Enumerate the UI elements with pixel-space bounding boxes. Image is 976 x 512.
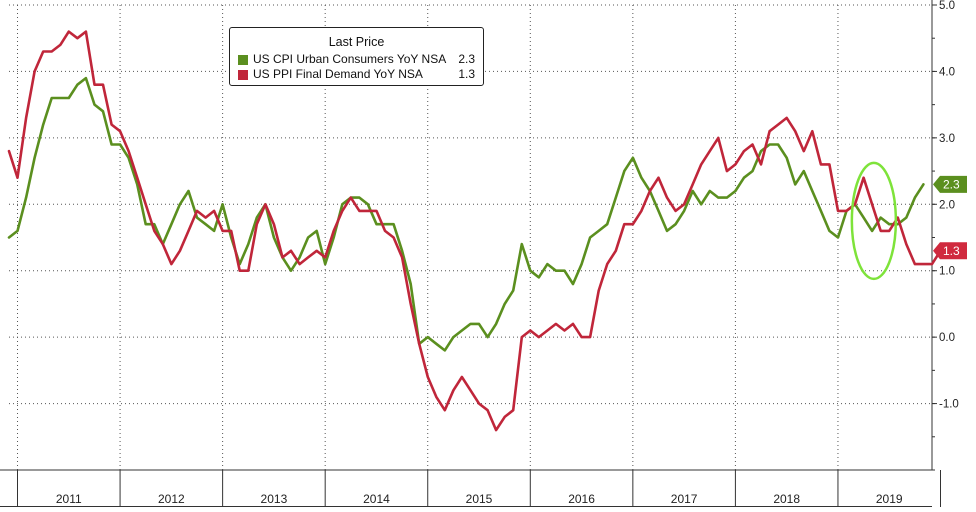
x-tick-label: 2014 <box>363 492 390 506</box>
legend-label-cpi: US CPI Urban Consumers YoY NSA <box>253 52 447 66</box>
legend-label-ppi: US PPI Final Demand YoY NSA <box>253 67 423 81</box>
y-tick-label: -1.0 <box>939 399 959 411</box>
x-tick-label: 2019 <box>876 492 903 506</box>
annotation-layer: 2.3 1.3 <box>850 161 967 281</box>
x-tick-label: 2016 <box>568 492 595 506</box>
legend-title: Last Price <box>328 35 385 49</box>
x-tick-label: 2017 <box>671 492 698 506</box>
y-tick-label: 5.0 <box>939 0 955 12</box>
y-tick-label: 3.0 <box>939 133 955 145</box>
legend-item-cpi: US CPI Urban Consumers YoY NSA 2.3 <box>238 52 475 67</box>
legend-swatch-ppi <box>238 69 248 80</box>
cpi-last-value-tag <box>933 175 967 193</box>
legend: Last Price US CPI Urban Consumers YoY NS… <box>229 27 484 86</box>
y-tick-label: 2.0 <box>939 199 955 211</box>
x-tick-label: 2018 <box>773 492 800 506</box>
highlight-ellipse <box>850 161 898 281</box>
x-tick-label: 2013 <box>261 492 288 506</box>
y-tick-label: 4.0 <box>939 66 955 78</box>
legend-item-ppi: US PPI Final Demand YoY NSA 1.3 <box>238 67 475 82</box>
x-tick-label: 2012 <box>158 492 185 506</box>
y-tick-label: 1.0 <box>939 266 955 278</box>
cpi-last-value-label: 2.3 <box>943 177 960 191</box>
ppi-series-line <box>7 30 942 432</box>
x-tick-label: 2015 <box>466 492 493 506</box>
x-tick-label: 2011 <box>56 492 82 506</box>
legend-swatch-cpi <box>238 54 248 65</box>
series-layer <box>7 30 942 432</box>
legend-value-cpi: 2.3 <box>458 52 475 66</box>
ppi-last-value-label: 1.3 <box>943 244 960 258</box>
legend-value-ppi: 1.3 <box>458 67 475 81</box>
ppi-last-value-tag <box>933 242 967 260</box>
y-tick-label: 0.0 <box>939 332 955 344</box>
